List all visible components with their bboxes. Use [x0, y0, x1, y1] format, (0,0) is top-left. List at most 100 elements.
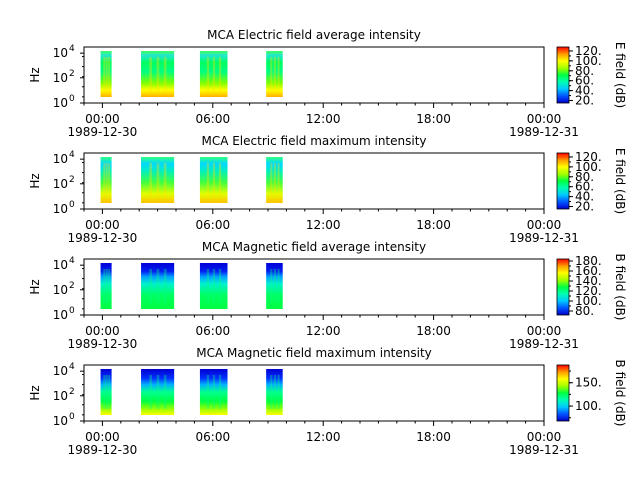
data-texture: [163, 57, 167, 91]
y-tick-label: 10: [53, 152, 68, 166]
data-texture: [156, 375, 160, 409]
x-tick-label: 18:00: [416, 324, 451, 338]
data-texture: [270, 163, 273, 197]
y-axis-label: Hz: [28, 385, 42, 400]
data-texture: [277, 163, 280, 197]
x-tick-label: 18:00: [416, 430, 451, 444]
data-block: [100, 157, 112, 203]
data-texture: [212, 269, 216, 303]
colorbar-tick-label: 160.: [575, 264, 602, 278]
panel-title: MCA Electric field average intensity: [207, 28, 421, 42]
colorbar: [556, 46, 570, 104]
colorbar-label: B field (dB): [613, 254, 627, 321]
data-block: [266, 157, 283, 203]
x-tick-label: 00:00: [527, 112, 562, 126]
y-tick-label: 10: [53, 71, 68, 85]
x-date-end: 1989-12-31: [509, 125, 579, 139]
colorbar-tick-label: 100.: [575, 294, 602, 308]
colorbar-tick-label: 80.: [575, 170, 594, 184]
data-texture: [273, 375, 276, 409]
y-tick-exponent: 4: [69, 44, 75, 54]
axes-frame: [83, 46, 545, 104]
y-tick-exponent: 0: [69, 412, 75, 422]
colorbar-tick-label: 80.: [575, 64, 594, 78]
y-tick-exponent: 2: [69, 69, 75, 79]
data-texture: [103, 163, 106, 197]
panel-title: MCA Magnetic field average intensity: [202, 240, 426, 254]
x-tick-label: 00:00: [85, 218, 120, 232]
y-axis-label: Hz: [28, 67, 42, 82]
data-texture: [218, 375, 222, 409]
x-date-start: 1989-12-30: [68, 125, 138, 139]
data-texture: [149, 269, 152, 303]
x-tick-label: 12:00: [306, 218, 341, 232]
data-texture: [206, 375, 210, 409]
y-tick-exponent: 4: [69, 150, 75, 160]
data-block: [199, 51, 228, 97]
data-texture: [108, 375, 111, 409]
data-texture: [206, 269, 210, 303]
x-tick-label: 12:00: [306, 324, 341, 338]
colorbar: [556, 152, 570, 210]
data-texture: [218, 163, 222, 197]
data-block: [141, 369, 175, 415]
data-block: [141, 157, 175, 203]
colorbar-label: E field (dB): [613, 42, 627, 108]
data-texture: [212, 375, 216, 409]
y-tick-label: 10: [53, 177, 68, 191]
x-tick-label: 18:00: [416, 112, 451, 126]
y-tick-label: 10: [53, 46, 68, 60]
data-texture: [273, 163, 276, 197]
data-block: [266, 369, 283, 415]
x-tick-label: 12:00: [306, 112, 341, 126]
x-date-start: 1989-12-30: [68, 231, 138, 245]
y-tick-exponent: 0: [69, 94, 75, 104]
x-tick-label: 06:00: [196, 112, 231, 126]
colorbar-tick-label: 40.: [575, 84, 594, 98]
data-texture: [105, 375, 108, 409]
panel-title: MCA Electric field maximum intensity: [201, 134, 426, 148]
x-tick-label: 06:00: [196, 324, 231, 338]
colorbar-tick-label: 150.: [575, 376, 602, 390]
data-texture: [270, 269, 273, 303]
x-date-end: 1989-12-31: [509, 443, 579, 457]
data-block: [100, 263, 112, 309]
data-block: [199, 369, 228, 415]
data-block: [141, 51, 175, 97]
data-texture: [156, 163, 160, 197]
x-tick-label: 00:00: [85, 430, 120, 444]
data-texture: [270, 375, 273, 409]
data-texture: [206, 163, 210, 197]
data-texture: [105, 269, 108, 303]
data-texture: [156, 57, 160, 91]
x-date-start: 1989-12-30: [68, 337, 138, 351]
colorbar-tick-label: 20.: [575, 94, 594, 108]
y-tick-label: 10: [53, 202, 68, 216]
x-tick-label: 00:00: [527, 218, 562, 232]
data-texture: [149, 163, 152, 197]
axes-frame: [83, 364, 545, 422]
y-tick-exponent: 4: [69, 362, 75, 372]
y-tick-label: 10: [53, 389, 68, 403]
data-texture: [273, 269, 276, 303]
data-texture: [163, 163, 167, 197]
y-tick-label: 10: [53, 96, 68, 110]
colorbar: [556, 258, 570, 316]
data-texture: [103, 269, 106, 303]
data-texture: [270, 57, 273, 91]
axes-frame: [83, 258, 545, 316]
data-texture: [163, 375, 167, 409]
data-texture: [149, 375, 152, 409]
colorbar-tick-label: 100.: [575, 160, 602, 174]
data-texture: [277, 57, 280, 91]
x-tick-label: 00:00: [527, 430, 562, 444]
y-tick-exponent: 2: [69, 175, 75, 185]
colorbar-tick-label: 20.: [575, 200, 594, 214]
data-texture: [273, 57, 276, 91]
colorbar-tick-label: 60.: [575, 74, 594, 88]
colorbar-tick-label: 120.: [575, 150, 602, 164]
data-block: [199, 263, 228, 309]
